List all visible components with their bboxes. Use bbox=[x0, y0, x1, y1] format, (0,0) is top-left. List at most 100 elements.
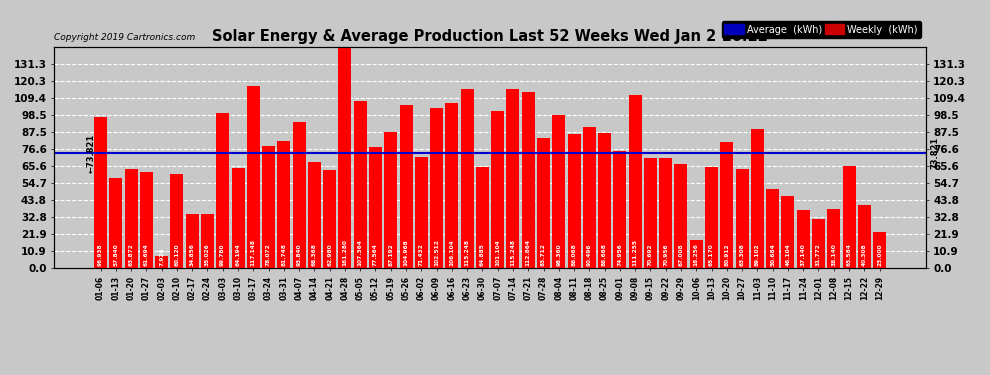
Text: 115.248: 115.248 bbox=[511, 239, 516, 266]
Bar bbox=[323, 170, 337, 268]
Bar bbox=[415, 157, 428, 268]
Text: ←73.821: ←73.821 bbox=[87, 134, 96, 173]
Text: 87.192: 87.192 bbox=[388, 243, 393, 266]
Bar bbox=[369, 147, 382, 268]
Text: 102.512: 102.512 bbox=[434, 239, 440, 266]
Legend: Average  (kWh), Weekly  (kWh): Average (kWh), Weekly (kWh) bbox=[722, 21, 921, 38]
Bar bbox=[721, 142, 734, 268]
Text: 117.148: 117.148 bbox=[250, 239, 255, 266]
Bar bbox=[216, 112, 230, 268]
Text: 86.668: 86.668 bbox=[602, 243, 607, 266]
Text: 46.104: 46.104 bbox=[785, 243, 790, 266]
Text: 74.956: 74.956 bbox=[618, 243, 623, 266]
Bar bbox=[247, 86, 259, 268]
Bar bbox=[109, 178, 123, 268]
Text: 78.072: 78.072 bbox=[266, 243, 271, 266]
Text: 161.280: 161.280 bbox=[343, 239, 347, 266]
Text: 37.140: 37.140 bbox=[801, 243, 806, 266]
Text: 93.840: 93.840 bbox=[297, 243, 302, 266]
Bar bbox=[644, 158, 657, 268]
Bar bbox=[781, 196, 794, 268]
Text: 61.694: 61.694 bbox=[144, 243, 148, 266]
Text: 73.821: 73.821 bbox=[930, 137, 939, 169]
Text: 71.432: 71.432 bbox=[419, 243, 424, 266]
Bar bbox=[750, 129, 764, 268]
Bar bbox=[598, 133, 611, 268]
Text: 38.140: 38.140 bbox=[832, 243, 837, 266]
Bar bbox=[828, 209, 841, 268]
Text: 18.256: 18.256 bbox=[694, 243, 699, 266]
Bar bbox=[125, 169, 138, 268]
Bar bbox=[567, 134, 580, 268]
Text: 68.368: 68.368 bbox=[312, 243, 317, 266]
Bar bbox=[262, 147, 275, 268]
Text: 70.956: 70.956 bbox=[663, 243, 668, 266]
Bar bbox=[277, 141, 290, 268]
Bar bbox=[842, 166, 855, 268]
Text: Copyright 2019 Cartronics.com: Copyright 2019 Cartronics.com bbox=[54, 33, 196, 42]
Bar bbox=[232, 168, 245, 268]
Text: 60.120: 60.120 bbox=[174, 243, 179, 266]
Text: 106.104: 106.104 bbox=[449, 239, 454, 266]
Text: 65.170: 65.170 bbox=[709, 243, 714, 266]
Bar bbox=[583, 127, 596, 268]
Text: 99.780: 99.780 bbox=[220, 243, 226, 266]
Text: 65.584: 65.584 bbox=[846, 243, 851, 266]
Bar bbox=[736, 170, 748, 268]
Text: 40.308: 40.308 bbox=[861, 243, 867, 266]
Text: 83.712: 83.712 bbox=[541, 243, 546, 266]
Bar bbox=[400, 105, 413, 268]
Bar bbox=[446, 103, 458, 268]
Bar bbox=[766, 189, 779, 268]
Bar bbox=[812, 219, 825, 268]
Text: 50.684: 50.684 bbox=[770, 243, 775, 266]
Text: 63.308: 63.308 bbox=[740, 243, 744, 266]
Bar bbox=[873, 232, 886, 268]
Bar bbox=[522, 92, 535, 268]
Text: 98.360: 98.360 bbox=[556, 243, 561, 266]
Bar bbox=[690, 240, 703, 268]
Text: 86.068: 86.068 bbox=[571, 243, 576, 266]
Text: 23.000: 23.000 bbox=[877, 243, 882, 266]
Text: 107.364: 107.364 bbox=[357, 239, 362, 266]
Bar bbox=[797, 210, 810, 268]
Bar bbox=[201, 213, 214, 268]
Bar bbox=[308, 162, 321, 268]
Text: 111.255: 111.255 bbox=[633, 239, 638, 266]
Bar bbox=[94, 117, 107, 268]
Text: 101.104: 101.104 bbox=[495, 239, 500, 266]
Text: 31.772: 31.772 bbox=[816, 243, 821, 266]
Bar bbox=[430, 108, 444, 268]
Bar bbox=[705, 166, 718, 268]
Text: 63.872: 63.872 bbox=[129, 243, 134, 266]
Bar bbox=[552, 115, 565, 268]
Text: 96.938: 96.938 bbox=[98, 243, 103, 266]
Text: 70.692: 70.692 bbox=[647, 243, 653, 266]
Bar bbox=[857, 206, 871, 268]
Text: 77.564: 77.564 bbox=[373, 243, 378, 266]
Bar bbox=[491, 111, 504, 268]
Bar bbox=[170, 174, 183, 268]
Text: 67.008: 67.008 bbox=[678, 243, 683, 266]
Title: Solar Energy & Average Production Last 52 Weeks Wed Jan 2 16:22: Solar Energy & Average Production Last 5… bbox=[212, 29, 768, 44]
Bar bbox=[339, 17, 351, 268]
Text: 89.102: 89.102 bbox=[754, 243, 760, 266]
Text: 34.856: 34.856 bbox=[190, 243, 195, 266]
Bar bbox=[293, 122, 306, 268]
Bar bbox=[659, 158, 672, 268]
Text: 104.968: 104.968 bbox=[404, 239, 409, 266]
Bar bbox=[384, 132, 397, 268]
Text: 81.748: 81.748 bbox=[281, 243, 286, 266]
Bar bbox=[507, 88, 520, 268]
Text: 7.926: 7.926 bbox=[159, 247, 164, 266]
Bar bbox=[674, 164, 687, 268]
Text: 64.194: 64.194 bbox=[236, 243, 241, 266]
Text: 35.026: 35.026 bbox=[205, 243, 210, 266]
Text: 57.840: 57.840 bbox=[113, 243, 119, 266]
Text: 64.885: 64.885 bbox=[480, 243, 485, 266]
Bar bbox=[476, 167, 489, 268]
Text: 115.248: 115.248 bbox=[464, 239, 469, 266]
Text: 62.980: 62.980 bbox=[327, 243, 333, 266]
Bar bbox=[614, 152, 627, 268]
Text: 112.864: 112.864 bbox=[526, 239, 531, 266]
